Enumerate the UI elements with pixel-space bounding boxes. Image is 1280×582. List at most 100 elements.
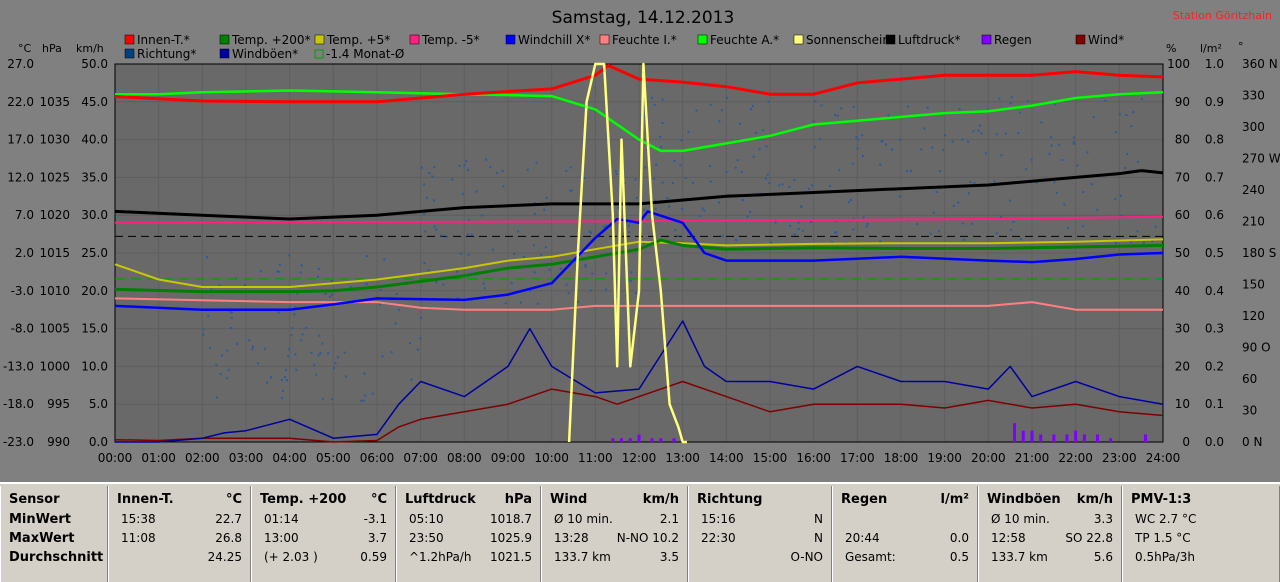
direction-point (881, 139, 884, 142)
direction-point (510, 282, 513, 285)
percent-tick-label: 70 (1175, 170, 1190, 184)
stats-richtung: Richtung 15:16 N 22:30 N O-NO (688, 486, 832, 582)
direction-point (1092, 116, 1095, 119)
direction-point (482, 282, 485, 285)
x-tick-label: 12:00 (622, 451, 657, 465)
stats-row: TP 1.5 °C (1131, 531, 1271, 549)
direction-point (456, 297, 459, 300)
direction-point (980, 132, 983, 135)
direction-point (939, 170, 942, 173)
wind-tick-label: 30.0 (81, 208, 108, 222)
percent-tick-label: 40 (1175, 284, 1190, 298)
stats-innen: Innen-T. °C 15:38 22.7 11:08 26.8 24.25 (108, 486, 251, 582)
stats-innen-title: Innen-T. °C (117, 492, 242, 507)
rain-bar (1109, 438, 1113, 442)
direction-point (315, 373, 318, 376)
direction-point (628, 231, 631, 234)
rain-tick-label: 0.5 (1205, 246, 1224, 260)
stats-row: ^1.2hPa/h 1021.5 (405, 550, 532, 568)
x-tick-label: 00:00 (98, 451, 133, 465)
direction-point (735, 238, 738, 241)
direction-point (703, 209, 706, 212)
direction-point (814, 146, 817, 149)
stats-cell-label: 15:38 (121, 512, 156, 526)
wind-tick-label: 0.0 (89, 435, 108, 449)
direction-point (276, 270, 279, 273)
legend-label: Feuchte A.* (710, 33, 779, 47)
direction-point (428, 172, 431, 175)
direction-point (605, 272, 608, 275)
direction-point (1050, 136, 1053, 139)
direction-point (654, 199, 657, 202)
legend-label: Temp. +200* (231, 33, 311, 47)
direction-point (701, 207, 704, 210)
stats-cell-value: N (814, 512, 823, 526)
direction-point (833, 114, 836, 117)
direction-point (427, 269, 430, 272)
direction-tick-label: 90 O (1242, 341, 1271, 355)
x-tick-label: 05:00 (316, 451, 351, 465)
direction-point (331, 293, 334, 296)
direction-point (644, 166, 647, 169)
direction-point (673, 160, 676, 163)
direction-point (968, 192, 971, 195)
axis-units: °C hPa km/h % l/m² ° (18, 40, 1244, 55)
legend-swatch (505, 34, 516, 45)
direction-point (424, 230, 427, 233)
rain-tick-label: 0.6 (1205, 208, 1224, 222)
x-tick-label: 18:00 (884, 451, 919, 465)
legend-label: Feuchte I.* (612, 33, 677, 47)
legend-label: Temp. +5* (326, 33, 390, 47)
stats-unit: °C (225, 492, 242, 507)
direction-point (999, 216, 1002, 219)
rain-bars (611, 423, 1148, 442)
direction-point (491, 248, 494, 251)
direction-point (300, 264, 303, 267)
direction-point (749, 210, 752, 213)
direction-point (684, 177, 687, 180)
direction-point (317, 275, 320, 278)
direction-point (1009, 102, 1012, 105)
direction-point (467, 233, 470, 236)
direction-point (1119, 194, 1122, 197)
direction-point (534, 202, 537, 205)
direction-point (332, 367, 335, 370)
direction-point (740, 170, 743, 173)
direction-point (857, 138, 860, 141)
direction-point (394, 322, 397, 325)
stats-min-label: MinWert (9, 512, 71, 527)
direction-point (218, 284, 221, 287)
rain-tick-label: 0.8 (1205, 133, 1224, 147)
direction-point (535, 161, 538, 164)
direction-point (1073, 142, 1076, 145)
direction-point (545, 196, 548, 199)
direction-point (967, 140, 970, 143)
stats-cell-value: 3.5 (659, 550, 679, 564)
rain-bar (1052, 434, 1056, 442)
legend-label: Wind* (1088, 33, 1124, 47)
direction-point (327, 352, 330, 355)
direction-point (288, 348, 291, 351)
stats-unit: l/m² (940, 492, 969, 507)
stats-row: 12:58 SO 22.8 (987, 531, 1113, 549)
x-tick-label: 17:00 (840, 451, 875, 465)
direction-point (812, 120, 815, 123)
direction-tick-label: 180 S (1242, 246, 1276, 260)
pressure-tick-label: 1015 (39, 246, 70, 260)
pressure-tick-label: 995 (47, 397, 70, 411)
direction-point (229, 310, 232, 313)
pressure-tick-label: 1010 (39, 284, 70, 298)
rain-bar (650, 438, 654, 442)
direction-point (463, 164, 466, 167)
direction-point (943, 134, 946, 137)
direction-point (1096, 208, 1099, 211)
direction-point (1114, 197, 1117, 200)
direction-point (263, 347, 266, 350)
direction-point (1140, 97, 1143, 100)
direction-point (395, 292, 398, 295)
direction-point (317, 354, 320, 357)
direction-point (1125, 113, 1128, 116)
direction-tick-label: 0 N (1242, 435, 1262, 449)
direction-point (227, 368, 230, 371)
rain-bar (659, 438, 663, 442)
